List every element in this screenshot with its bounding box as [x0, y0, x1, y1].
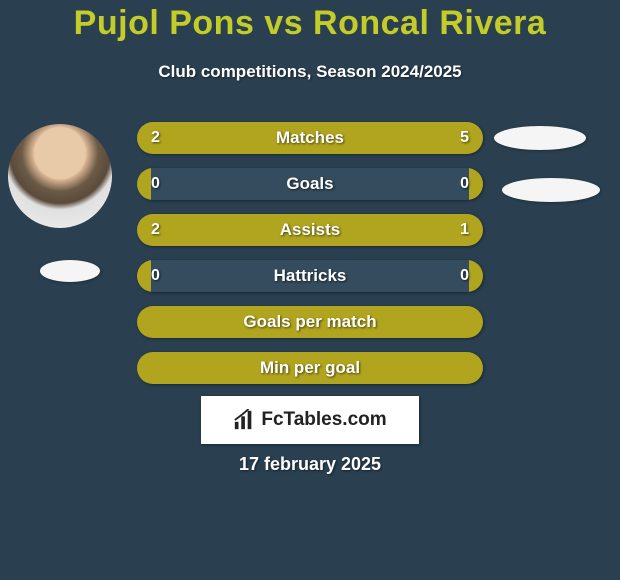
stat-fill-p1 — [137, 260, 151, 292]
stat-label: Min per goal — [260, 358, 360, 378]
stat-fill-p2 — [469, 260, 483, 292]
stat-row-min-per-goal: Min per goal — [137, 352, 483, 384]
stat-label: Goals per match — [243, 312, 376, 332]
stat-p2-value: 5 — [460, 129, 469, 147]
stat-row-goals: 0 0 Goals — [137, 168, 483, 200]
stat-fill-p2 — [469, 168, 483, 200]
stat-row-hattricks: 0 0 Hattricks — [137, 260, 483, 292]
stat-fill-p1 — [137, 168, 151, 200]
stat-p1-value: 0 — [151, 175, 160, 193]
stat-p1-value: 2 — [151, 129, 160, 147]
branding-badge: FcTables.com — [201, 396, 419, 444]
stat-p1-value: 2 — [151, 221, 160, 239]
stat-fill-p2 — [237, 122, 483, 154]
comparison-canvas: Pujol Pons vs Roncal Rivera Club competi… — [0, 0, 620, 580]
stat-p2-value: 0 — [460, 267, 469, 285]
chart-icon — [233, 409, 255, 431]
stat-label: Goals — [286, 174, 333, 194]
branding-text: FcTables.com — [261, 409, 386, 431]
player1-badge — [40, 260, 100, 282]
page-subtitle: Club competitions, Season 2024/2025 — [0, 62, 620, 82]
stat-row-matches: 2 5 Matches — [137, 122, 483, 154]
player2-badge-1 — [494, 126, 586, 150]
page-title: Pujol Pons vs Roncal Rivera — [0, 4, 620, 43]
stat-row-assists: 2 1 Assists — [137, 214, 483, 246]
stat-label: Hattricks — [274, 266, 347, 286]
stat-row-goals-per-match: Goals per match — [137, 306, 483, 338]
stat-p1-value: 0 — [151, 267, 160, 285]
stat-label: Assists — [280, 220, 340, 240]
stat-p2-value: 0 — [460, 175, 469, 193]
player1-avatar — [8, 124, 112, 228]
date-label: 17 february 2025 — [0, 454, 620, 475]
stat-label: Matches — [276, 128, 344, 148]
stat-p2-value: 1 — [460, 221, 469, 239]
player2-badge-2 — [502, 178, 600, 202]
